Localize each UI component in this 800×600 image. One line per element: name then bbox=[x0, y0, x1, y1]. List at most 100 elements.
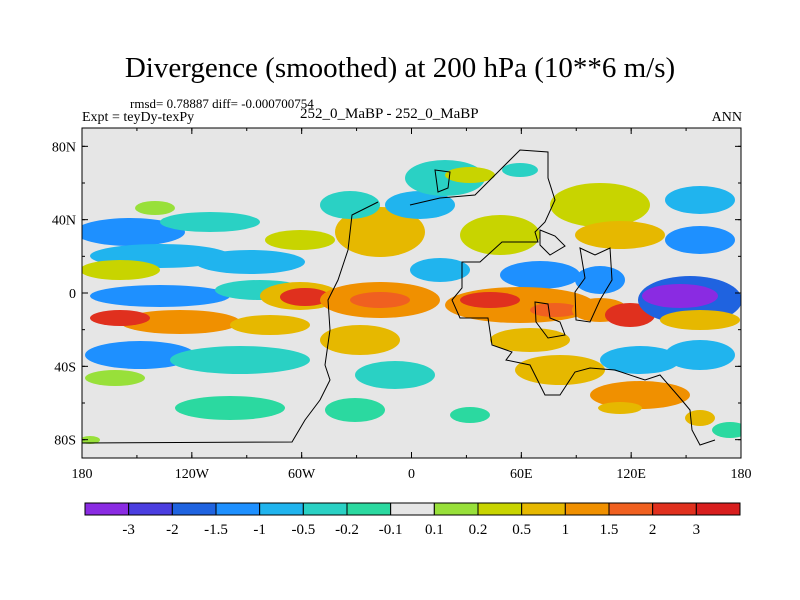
field-blob bbox=[490, 328, 570, 352]
colorbar: -3 -2 -1.5 -1 -0.5 -0.2 -0.1 0.1 0.2 0.5 1 1.5 2 3 bbox=[84, 502, 741, 538]
colorbar-level-label: -2 bbox=[166, 522, 179, 538]
field-blob bbox=[265, 230, 335, 250]
colorbar-swatch bbox=[302, 502, 348, 516]
y-tick-label: 80S bbox=[54, 434, 76, 449]
field-blob bbox=[355, 361, 435, 389]
colorbar-swatch bbox=[128, 502, 173, 516]
colorbar-swatch bbox=[84, 502, 130, 516]
field-blob bbox=[515, 355, 605, 385]
field-blob bbox=[575, 266, 625, 294]
field-blob bbox=[460, 215, 540, 255]
colorbar-level-label: 3 bbox=[693, 522, 701, 538]
colorbar-level-label: 1 bbox=[562, 522, 570, 538]
field-blob bbox=[135, 201, 175, 215]
colorbar-swatch bbox=[521, 502, 566, 516]
colorbar-swatch bbox=[564, 502, 610, 516]
field-blob bbox=[410, 258, 470, 282]
field-blob bbox=[712, 422, 741, 438]
colorbar-swatch bbox=[390, 502, 435, 516]
field-blob bbox=[665, 340, 735, 370]
colorbar-swatch bbox=[259, 502, 304, 516]
x-tick-label: 120W bbox=[175, 467, 210, 482]
plot-title: Divergence (smoothed) at 200 hPa (10**6 … bbox=[124, 52, 676, 84]
coastline-outline bbox=[434, 169, 451, 193]
field-blob bbox=[502, 163, 538, 177]
field-blob bbox=[550, 183, 650, 227]
coastline-outline bbox=[82, 201, 379, 444]
field-blob bbox=[320, 325, 400, 355]
field-blob bbox=[85, 341, 195, 369]
field-blob bbox=[82, 260, 160, 280]
colorbar-swatch bbox=[652, 502, 697, 516]
field-blob bbox=[82, 436, 100, 444]
experiment-label: Expt = teyDy-texPy bbox=[82, 110, 195, 125]
coastline-outlines bbox=[82, 149, 716, 446]
coastline-outline bbox=[534, 301, 566, 339]
field-blob bbox=[335, 207, 425, 257]
field-blob bbox=[685, 410, 715, 426]
x-tick-label: 60W bbox=[288, 467, 316, 482]
y-tick-label: 80N bbox=[52, 140, 76, 155]
field-blob bbox=[350, 292, 410, 308]
y-tick-label: 0 bbox=[69, 287, 76, 302]
field-blob bbox=[280, 288, 330, 306]
colorbar-level-label: -1.5 bbox=[204, 522, 228, 538]
contour-field bbox=[82, 160, 741, 444]
season-label: ANN bbox=[711, 110, 742, 125]
y-tick-label: 40N bbox=[52, 214, 76, 229]
field-blob bbox=[325, 398, 385, 422]
field-blob bbox=[598, 402, 642, 414]
coastline-outline bbox=[539, 229, 566, 256]
colorbar-swatch bbox=[171, 502, 217, 516]
field-blob bbox=[660, 310, 740, 330]
field-blob bbox=[175, 396, 285, 420]
coastline-outline bbox=[409, 149, 716, 446]
field-blob bbox=[642, 284, 718, 308]
colorbar-swatch bbox=[608, 502, 654, 516]
colorbar-level-label: -0.5 bbox=[291, 522, 315, 538]
colorbar-level-label: 0.5 bbox=[512, 522, 531, 538]
coastline-outline bbox=[574, 247, 613, 323]
colorbar-level-label: -1 bbox=[253, 522, 266, 538]
rmsd-diff-stats: rmsd= 0.78887 diff= -0.000700754 bbox=[130, 96, 314, 111]
colorbar-level-label: 0.1 bbox=[425, 522, 444, 538]
x-tick-label: 0 bbox=[408, 467, 415, 482]
colorbar-level-label: 2 bbox=[649, 522, 657, 538]
field-blob bbox=[195, 250, 305, 274]
colorbar-swatch bbox=[695, 502, 741, 516]
colorbar-level-label: 1.5 bbox=[600, 522, 619, 538]
colorbar-level-label: -3 bbox=[122, 522, 135, 538]
field-blob bbox=[600, 346, 680, 374]
field-blob bbox=[665, 226, 735, 254]
x-tick-label: 60E bbox=[510, 467, 533, 482]
colorbar-level-label: -0.2 bbox=[335, 522, 359, 538]
field-blob bbox=[90, 285, 230, 307]
field-blob bbox=[665, 186, 735, 214]
field-blob bbox=[500, 261, 580, 289]
field-blob bbox=[230, 315, 310, 335]
field-blob bbox=[82, 218, 185, 246]
colorbar-level-label: -0.1 bbox=[379, 522, 403, 538]
field-blob bbox=[445, 167, 495, 183]
field-blob bbox=[120, 310, 240, 334]
field-blob bbox=[160, 212, 260, 232]
x-tick-label: 180 bbox=[72, 467, 93, 482]
colorbar-level-label: 0.2 bbox=[469, 522, 488, 538]
x-tick-label: 180 bbox=[731, 467, 752, 482]
field-blob bbox=[575, 221, 665, 249]
field-blob bbox=[170, 346, 310, 374]
field-blob bbox=[320, 191, 380, 219]
field-blob bbox=[85, 370, 145, 386]
colorbar-swatch bbox=[215, 502, 261, 516]
colorbar-swatch bbox=[346, 502, 392, 516]
y-tick-label: 40S bbox=[54, 360, 76, 375]
field-blob bbox=[90, 310, 150, 326]
colorbar-swatch bbox=[477, 502, 523, 516]
field-blob bbox=[590, 381, 690, 409]
field-blob bbox=[385, 191, 455, 219]
field-blob bbox=[460, 292, 520, 308]
case-label: 252_0_MaBP - 252_0_MaBP bbox=[300, 106, 479, 122]
x-tick-label: 120E bbox=[616, 467, 646, 482]
colorbar-swatch bbox=[433, 502, 479, 516]
